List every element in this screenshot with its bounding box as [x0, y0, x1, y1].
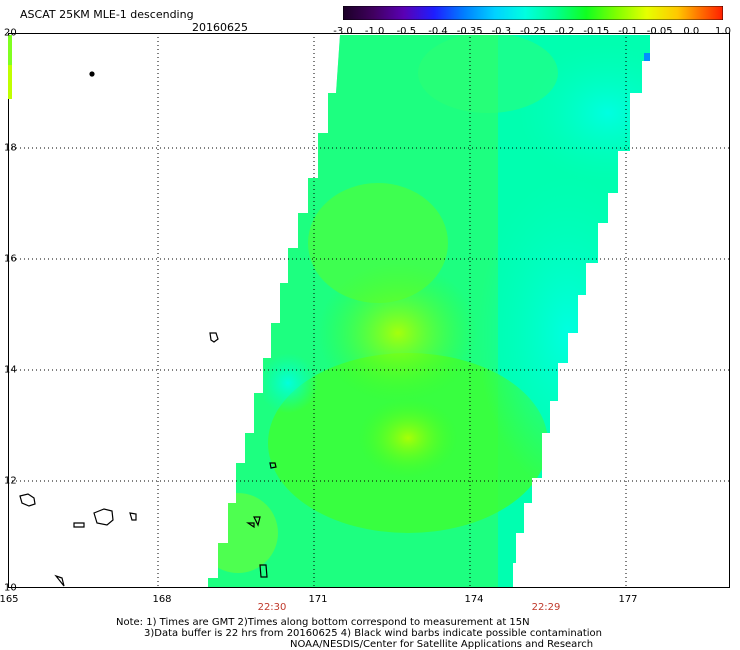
colorbar-tick-label: -0.4: [428, 26, 448, 37]
grid: [8, 33, 730, 588]
map-panel: [8, 33, 730, 588]
colorbar-tick-label: -3.0: [333, 26, 353, 37]
colorbar-tick-label: -1.0: [364, 26, 385, 37]
colorbar-tick-label: -0.1: [618, 26, 638, 37]
wind-swath: [208, 35, 650, 588]
colorbar-tick-label: -0.05: [646, 26, 673, 37]
colorbar-tick-label: -0.5: [396, 26, 417, 37]
note-line-3: NOAA/NESDIS/Center for Satellite Applica…: [290, 639, 594, 650]
colorbar: [343, 6, 723, 20]
lon-label: 168: [152, 594, 172, 605]
islands: [19, 71, 277, 587]
note-line-2: 3)Data buffer is 22 hrs from 20160625 4)…: [144, 628, 602, 639]
colorbar-tick-label: -0.2: [554, 26, 575, 37]
chart-title: ASCAT 25KM MLE-1 descending: [20, 8, 194, 21]
lon-label: 165: [0, 594, 19, 605]
lat-label: 10: [4, 582, 17, 594]
chart-date: 20160625: [192, 21, 248, 34]
lon-label: 174: [464, 594, 484, 605]
colorbar-tick-label: -0.15: [583, 26, 610, 37]
colorbar-tick-label: -0.35: [456, 26, 483, 37]
lat-label: 16: [4, 253, 17, 265]
lat-label: 14: [4, 364, 17, 376]
colorbar-tick-label: -0.25: [520, 26, 546, 37]
lat-label: 12: [4, 475, 17, 487]
time-label-right: 22:29: [531, 602, 561, 613]
note-line-1: Note: 1) Times are GMT 2)Times along bot…: [116, 617, 530, 628]
colorbar-tick-label: -0.3: [491, 26, 512, 37]
time-label-left: 22:30: [257, 602, 287, 613]
lon-label: 177: [618, 594, 638, 605]
lat-label: 20: [4, 27, 17, 39]
colorbar-tick-label: 0.0: [683, 26, 700, 37]
lon-label: 171: [308, 594, 328, 605]
lat-label: 18: [4, 142, 17, 154]
colorbar-tick-label: 1.0: [715, 26, 731, 37]
